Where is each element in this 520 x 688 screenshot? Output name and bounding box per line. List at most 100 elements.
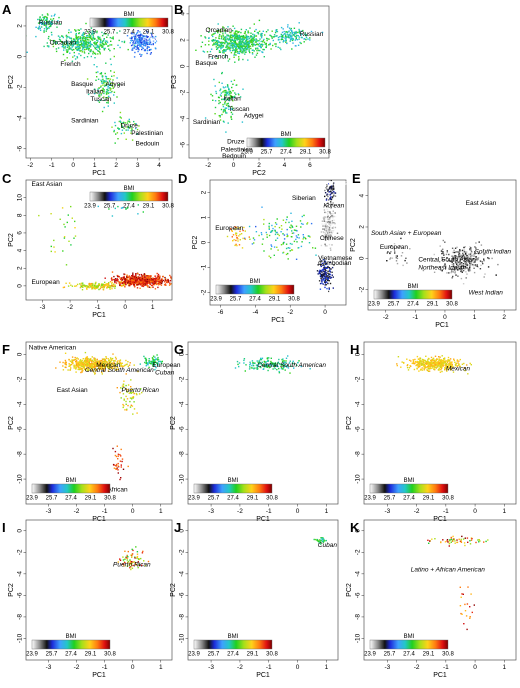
data-point bbox=[35, 35, 37, 38]
data-point bbox=[108, 282, 110, 284]
data-point bbox=[455, 274, 457, 276]
data-point bbox=[110, 44, 113, 46]
data-point bbox=[43, 24, 45, 26]
data-point bbox=[56, 42, 58, 44]
data-point bbox=[70, 48, 73, 50]
data-point bbox=[325, 234, 328, 237]
data-point bbox=[104, 40, 107, 42]
data-point bbox=[121, 207, 124, 209]
data-point bbox=[272, 39, 274, 42]
data-point bbox=[320, 244, 323, 247]
data-point bbox=[229, 97, 232, 100]
data-point bbox=[101, 46, 103, 48]
data-point bbox=[103, 106, 105, 109]
data-point bbox=[219, 114, 221, 117]
data-point bbox=[446, 250, 448, 252]
data-point bbox=[463, 254, 465, 256]
data-point bbox=[63, 49, 65, 51]
data-point bbox=[137, 40, 139, 42]
data-point bbox=[325, 271, 327, 274]
data-point bbox=[92, 360, 95, 363]
data-point bbox=[241, 51, 243, 53]
data-point bbox=[467, 253, 470, 255]
data-point bbox=[219, 46, 222, 48]
data-point bbox=[108, 361, 111, 364]
data-point bbox=[106, 78, 108, 80]
data-point bbox=[158, 277, 161, 279]
data-point bbox=[220, 92, 223, 94]
data-point bbox=[268, 366, 270, 369]
data-point bbox=[272, 368, 274, 370]
data-point bbox=[271, 362, 273, 365]
data-point bbox=[143, 44, 145, 47]
data-point bbox=[99, 368, 101, 370]
data-point bbox=[218, 46, 220, 48]
data-point bbox=[249, 364, 251, 366]
data-point bbox=[98, 364, 101, 367]
data-point bbox=[99, 43, 101, 46]
data-point bbox=[451, 247, 454, 249]
data-point bbox=[127, 361, 129, 363]
data-point bbox=[85, 44, 87, 46]
data-point bbox=[456, 259, 458, 262]
data-point bbox=[83, 52, 86, 54]
data-point bbox=[325, 284, 327, 286]
data-point bbox=[150, 286, 152, 289]
data-point bbox=[46, 27, 48, 30]
data-point bbox=[108, 48, 110, 50]
data-point bbox=[78, 361, 81, 364]
data-point bbox=[89, 365, 91, 367]
data-point bbox=[125, 129, 127, 131]
data-point bbox=[286, 228, 288, 231]
data-point bbox=[226, 98, 229, 100]
data-point bbox=[278, 367, 280, 370]
data-point bbox=[103, 38, 105, 40]
data-point bbox=[226, 93, 228, 95]
data-point bbox=[452, 264, 455, 267]
legend-tick-label: 27.4 bbox=[407, 302, 419, 308]
data-point bbox=[110, 358, 112, 360]
data-point bbox=[218, 35, 220, 37]
data-point bbox=[137, 277, 139, 280]
data-point bbox=[452, 275, 454, 278]
data-point bbox=[82, 361, 84, 363]
data-point bbox=[462, 257, 464, 259]
data-point bbox=[137, 38, 139, 41]
data-point bbox=[68, 43, 71, 45]
data-point bbox=[310, 30, 313, 33]
data-point bbox=[152, 278, 154, 280]
data-point bbox=[497, 263, 499, 266]
data-point bbox=[227, 35, 230, 37]
data-point bbox=[66, 37, 68, 39]
x-tick-label: 4 bbox=[157, 162, 161, 169]
data-point bbox=[112, 353, 114, 355]
data-point bbox=[105, 361, 107, 363]
data-point bbox=[131, 275, 134, 277]
data-point bbox=[118, 39, 120, 42]
legend-tick-label: 23.9 bbox=[84, 30, 96, 36]
data-point bbox=[243, 38, 246, 40]
legend-tick-label: 25.7 bbox=[230, 297, 242, 303]
data-point bbox=[459, 255, 461, 258]
data-point bbox=[71, 356, 74, 358]
data-point bbox=[325, 263, 327, 266]
y-axis-label: PC2 bbox=[8, 233, 15, 247]
data-point bbox=[390, 245, 392, 247]
data-point bbox=[458, 264, 460, 267]
data-point bbox=[329, 229, 331, 231]
data-point bbox=[225, 46, 227, 49]
data-point bbox=[471, 255, 473, 257]
data-point bbox=[225, 131, 227, 133]
data-point bbox=[98, 47, 100, 49]
legend-tick-label: 23.9 bbox=[26, 496, 38, 502]
data-point bbox=[142, 275, 144, 277]
data-point bbox=[328, 227, 331, 229]
data-point bbox=[154, 358, 157, 361]
data-point bbox=[322, 278, 324, 280]
legend-tick-label: 29.1 bbox=[143, 30, 155, 36]
data-point bbox=[146, 278, 149, 281]
data-point bbox=[123, 405, 125, 407]
data-point bbox=[92, 39, 94, 41]
data-point bbox=[96, 92, 98, 94]
data-point bbox=[232, 240, 234, 242]
